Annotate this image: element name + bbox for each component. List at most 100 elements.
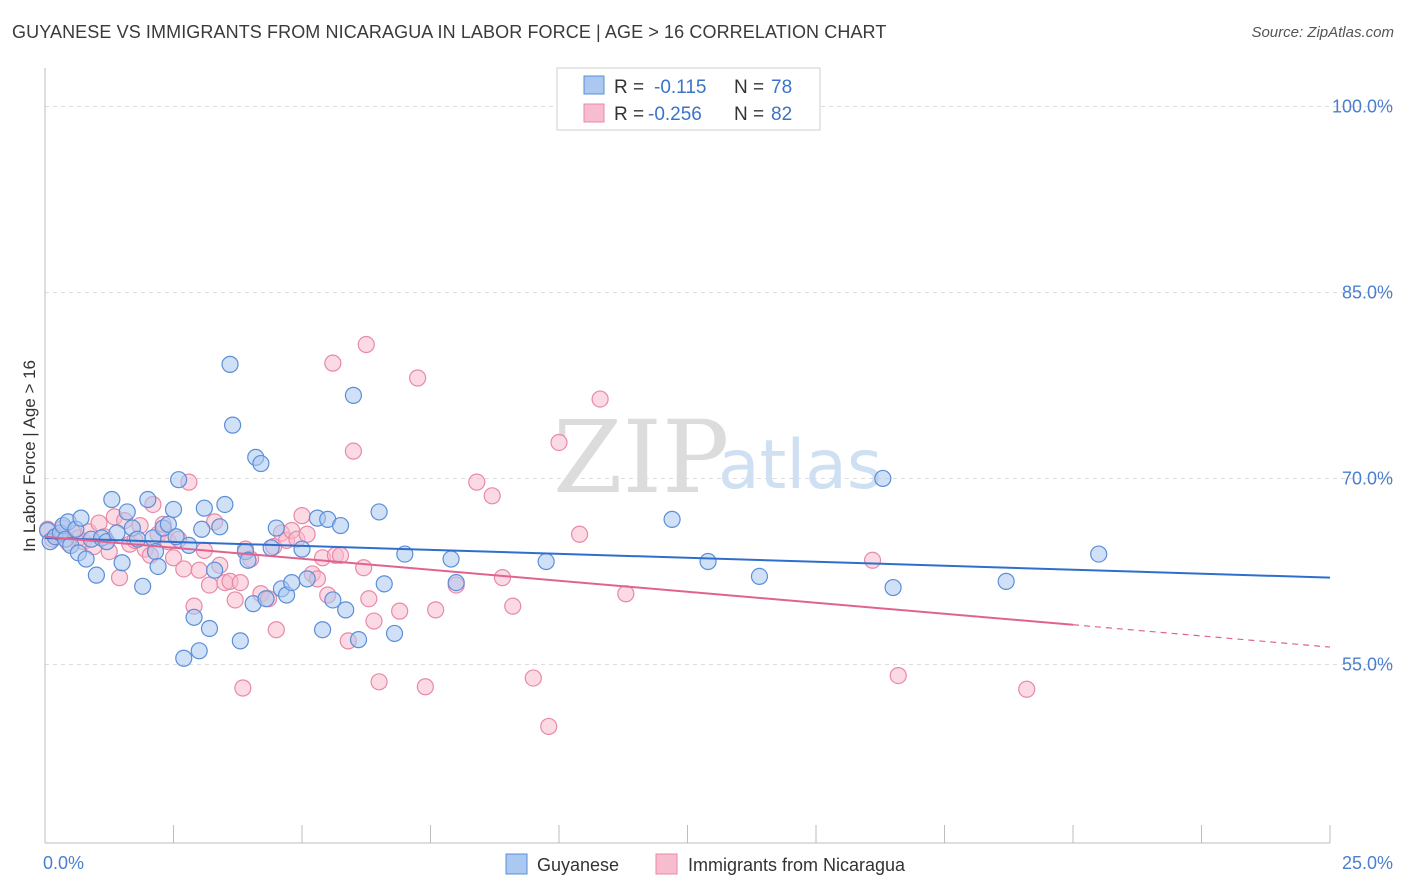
nicaragua-point-64 [365,612,383,630]
nicaragua-point-50 [293,507,311,525]
guyanese-point-79 [1090,545,1108,563]
nicaragua-point-14 [110,569,129,587]
guyanese-point-34 [185,608,203,626]
guyanese-point-73 [663,510,681,528]
chart-title: GUYANESE VS IMMIGRANTS FROM NICARAGUA IN… [12,22,887,42]
series-nicaragua-points [38,335,1036,736]
y-tick-label-3: 55.0% [1342,654,1393,674]
nicaragua-point-75 [524,669,542,687]
stats-swatch-blue [583,75,605,95]
guyanese-point-42 [221,355,239,373]
nicaragua-point-82 [889,666,907,685]
guyanese-point-49 [252,454,270,473]
guyanese-point-59 [313,621,332,639]
stats-n-value-blue: 78 [771,77,792,98]
x-tick-label-1: 25.0% [1342,853,1393,873]
guyanese-point-38 [200,619,219,638]
guyanese-point-22 [134,577,152,595]
guyanese-point-55 [283,573,301,592]
guyanese-point-43 [224,416,242,434]
guyanese-point-77 [884,578,902,597]
nicaragua-point-38 [231,573,249,592]
guyanese-point-32 [175,649,193,667]
stats-r-key-blue: R = [614,77,644,98]
nicaragua-point-76 [540,717,558,736]
stats-legend-box: R = -0.115 N = 78 R = -0.256 N = 82 [556,67,821,131]
guyanese-point-36 [193,520,211,538]
nicaragua-point-25 [164,549,183,567]
watermark-atlas: atlas [718,426,882,505]
bottom-legend: Guyanese Immigrants from Nicaragua [505,853,906,875]
guyanese-point-35 [190,642,208,660]
guyanese-point-33 [180,536,198,555]
stats-r-value-pink: -0.256 [648,104,702,125]
guyanese-point-17 [108,524,126,542]
legend-swatch-nicaragua [655,853,678,875]
legend-swatch-guyanese [505,853,528,875]
stats-r-key-pink: R = [614,104,644,125]
guyanese-point-51 [262,539,280,557]
trend-lines [44,535,1331,648]
nicaragua-point-45 [267,621,285,639]
guyanese-point-74 [699,552,717,571]
guyanese-point-39 [206,561,224,579]
guyanese-point-63 [337,601,355,619]
x-tick-labels: 0.0% 25.0% [43,853,1393,873]
nicaragua-point-51 [298,525,316,543]
guyanese-point-23 [139,490,157,509]
guyanese-point-65 [349,631,368,649]
nicaragua-point-39 [234,679,252,697]
nicaragua-point-68 [416,678,434,696]
trend-line-guyanese [44,536,1331,579]
nicaragua-point-66 [391,602,409,620]
guyanese-point-13 [87,566,106,584]
nicaragua-point-73 [493,569,512,587]
nicaragua-point-27 [175,560,193,578]
guyanese-point-18 [113,554,131,572]
guyanese-point-56 [293,540,311,558]
guyanese-point-11 [77,550,95,568]
guyanese-point-62 [331,516,350,535]
guyanese-point-26 [149,557,167,576]
guyanese-point-29 [164,500,183,519]
nicaragua-point-79 [591,390,609,408]
nicaragua-point-78 [570,525,589,543]
legend-label-guyanese: Guyanese [537,855,619,875]
legend-label-nicaragua: Immigrants from Nicaragua [688,855,906,875]
guyanese-point-50 [257,590,275,608]
stats-n-key-blue: N = [734,77,764,98]
guyanese-point-19 [118,503,136,521]
trend-line-nicaragua [44,535,1074,626]
guyanese-point-30 [167,528,185,546]
nicaragua-point-30 [190,561,208,579]
guyanese-point-66 [370,503,388,521]
guyanese-point-67 [375,575,393,593]
watermark-zip: ZIP [553,399,729,516]
nicaragua-point-63 [360,590,378,608]
nicaragua-point-69 [427,601,445,619]
watermark: ZIP atlas [553,399,882,516]
y-tick-label-2: 70.0% [1342,468,1393,488]
guyanese-point-76 [874,469,892,488]
guyanese-point-37 [195,499,213,517]
stats-r-value-blue: -0.115 [654,77,706,98]
nicaragua-point-74 [504,597,522,615]
y-axis-title: In Labor Force | Age > 16 [20,360,39,552]
guyanese-point-57 [298,570,316,588]
source-label: Source: ZipAtlas.com [1251,24,1394,41]
nicaragua-point-37 [226,591,244,609]
guyanese-point-61 [324,591,342,609]
guyanese-point-64 [344,386,362,404]
guyanese-point-16 [103,490,121,509]
guyanese-point-31 [170,471,188,489]
stats-n-key-pink: N = [734,104,764,125]
guyanese-point-72 [537,552,555,571]
nicaragua-point-62 [357,335,375,354]
guyanese-point-71 [447,573,465,592]
guyanese-point-78 [997,572,1015,590]
y-tick-label-0: 100.0% [1332,96,1393,116]
guyanese-point-41 [216,495,234,514]
nicaragua-point-67 [409,369,427,387]
nicaragua-point-71 [468,473,486,491]
